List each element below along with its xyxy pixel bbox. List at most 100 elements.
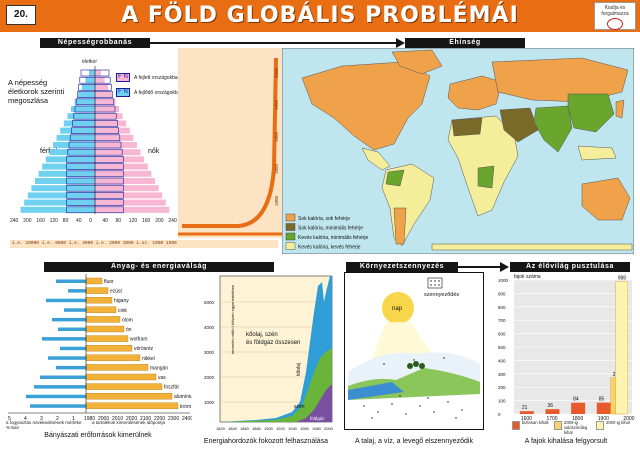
pollution-legend-dots	[430, 280, 440, 286]
pyramid-axis-tick: 120	[49, 218, 58, 224]
pyramid-age-label: életkor	[82, 59, 98, 65]
resource-reserve-bar	[85, 287, 109, 294]
resources-axis-tick-right: 2020	[126, 416, 137, 422]
map-southeast-asia	[577, 145, 617, 161]
pyramid-bar-developing-male	[27, 192, 95, 199]
pyramid-bar-developed-female	[95, 106, 119, 112]
resource-mineral-label: nikkel	[142, 356, 155, 362]
species-legend-swatch	[596, 421, 604, 430]
pyramid-axis-tick: 120	[128, 218, 138, 224]
pyramid-axis-tick: 240	[10, 218, 19, 224]
energy-coal-area	[220, 348, 332, 422]
species-legend-label: biztosan kihalt	[522, 420, 549, 425]
timeline-ticks: i.e. 10000 i.e. 6000 i.e. 4000 i.e. 2000…	[10, 240, 278, 248]
resource-reserve-bar	[85, 277, 103, 285]
resource-consumption-bar	[56, 365, 86, 370]
resources-axis-tick-right: 2010	[112, 416, 123, 422]
resources-axis-tick-left: 4	[24, 416, 27, 422]
resources-axis-tick-right: 2000	[98, 416, 109, 422]
resource-reserve-bar	[85, 306, 117, 313]
species-bar	[545, 409, 560, 414]
legend-fn-developed: F N	[116, 73, 130, 82]
pyramid-bar-developing-male	[49, 149, 95, 156]
pyramid-bar-developed-female	[95, 70, 101, 76]
section-bar-hunger: Éhínség	[405, 38, 525, 48]
map-central-america	[361, 147, 391, 171]
pyramid-bar-developed-female	[95, 178, 155, 184]
map-east-asia	[567, 93, 615, 133]
resource-mineral-label: vas	[158, 375, 166, 381]
resource-consumption-bar	[30, 404, 86, 408]
species-bar	[596, 402, 611, 414]
species-y-tick: 200	[498, 385, 506, 390]
pyramid-axis-tick: 80	[62, 218, 69, 224]
map-legend: Sok kalória, sok fehérje Sok kalória, min…	[285, 213, 369, 251]
resources-axis-tick-right: 2200	[154, 416, 165, 422]
timeline-year-label: 1850	[274, 163, 279, 174]
resources-axis-tick-right: 2400	[182, 416, 192, 422]
section-bar-resources: Anyag- és energiaválság	[44, 262, 274, 272]
resource-mineral-label: króm	[180, 404, 191, 410]
legend-developed-label: A fejlett országokban	[134, 75, 181, 81]
resources-axis-tick-left: 5	[8, 416, 11, 422]
energy-y-tick: 4000	[204, 325, 215, 330]
pyramid-axis-tick: 160	[142, 218, 151, 224]
pyramid-bar-developed-female	[95, 77, 105, 84]
species-bar-label: 85	[599, 397, 605, 403]
species-caption: A fajok kihalása felgyorsult	[524, 438, 608, 445]
map-legend-swatch	[285, 232, 296, 241]
map-argentina	[393, 207, 407, 245]
pyramid-bar-developing-male	[74, 98, 95, 105]
energy-x-tick: 1980	[312, 426, 322, 431]
resource-mineral-label: ezüst	[110, 289, 123, 295]
species-y-tick: 800	[498, 305, 506, 310]
arrow-head-icon	[500, 262, 509, 272]
species-y-tick: 600	[498, 332, 506, 337]
resource-reserve-bar	[85, 316, 121, 323]
energy-y-tick: 2000	[204, 375, 215, 380]
pyramid-bar-developing-male	[42, 163, 95, 170]
pyramid-axis-tick: 0	[89, 218, 92, 224]
map-legend-label: Sok kalória, minimális fehérje	[298, 226, 363, 232]
resources-note-left: a fogyasztás növekedésének mértéke %-ban	[6, 420, 82, 430]
pyramid-bar-developing-male	[89, 70, 95, 76]
resource-mineral-label: alumínium	[174, 394, 192, 400]
pyramid-axis-tick: 240	[168, 218, 177, 224]
arrow-head-icon	[396, 38, 405, 48]
pyramid-bar-developed-female	[95, 134, 134, 141]
resources-axis-tick-right: 2100	[140, 416, 151, 422]
page-title: A FÖLD GLOBÁLIS PROBLÉMÁI	[121, 3, 519, 28]
species-y-tick: 100	[498, 399, 506, 404]
energy-label-coal: szén	[294, 404, 305, 410]
resource-reserve-bar	[85, 373, 157, 381]
resource-consumption-bar	[42, 337, 86, 341]
pyramid-bar-developing-male	[35, 178, 95, 184]
species-y-tick: 400	[498, 358, 506, 363]
pyramid-bar-developing-male	[56, 134, 95, 141]
energy-label-gas: földgáz	[310, 416, 325, 421]
species-x-tick: 1900	[598, 416, 609, 420]
species-y-tick: 1000	[498, 278, 509, 283]
pyramid-bar-developing-male	[78, 91, 95, 98]
trees-icon	[407, 361, 425, 369]
energy-annotation-line1: kőolaj, szén	[246, 332, 278, 338]
pyramid-bar-developed-female	[95, 84, 109, 91]
energy-x-tick: 1840	[228, 426, 238, 431]
pyramid-title: A népesség életkorok szerinti megoszlása	[8, 78, 65, 105]
resource-consumption-bar	[34, 385, 86, 389]
energy-y-tick: 5000	[204, 300, 215, 305]
energy-x-tick: 1860	[240, 426, 250, 431]
species-bar	[615, 281, 628, 415]
energy-total-area	[220, 276, 332, 422]
resource-consumption-bar	[64, 308, 86, 312]
pyramid-axis: 240 200 160 120 80 40 0 40 80 120 160 200 240	[10, 218, 180, 226]
species-y-tick: 300	[498, 372, 506, 377]
pyramid-axis-tick: 40	[76, 218, 82, 224]
pyramid-axis-tick: 160	[36, 218, 45, 224]
species-bar	[571, 402, 586, 414]
species-x-tick: 2000 év	[623, 416, 636, 420]
species-legend-swatch	[554, 421, 562, 430]
pyramid-bar-developed-female	[95, 163, 148, 170]
species-y-tick: 500	[498, 345, 506, 350]
